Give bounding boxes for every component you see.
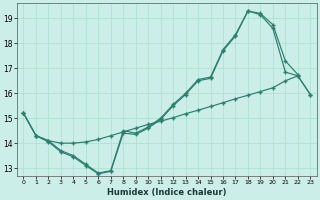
X-axis label: Humidex (Indice chaleur): Humidex (Indice chaleur) xyxy=(107,188,227,197)
